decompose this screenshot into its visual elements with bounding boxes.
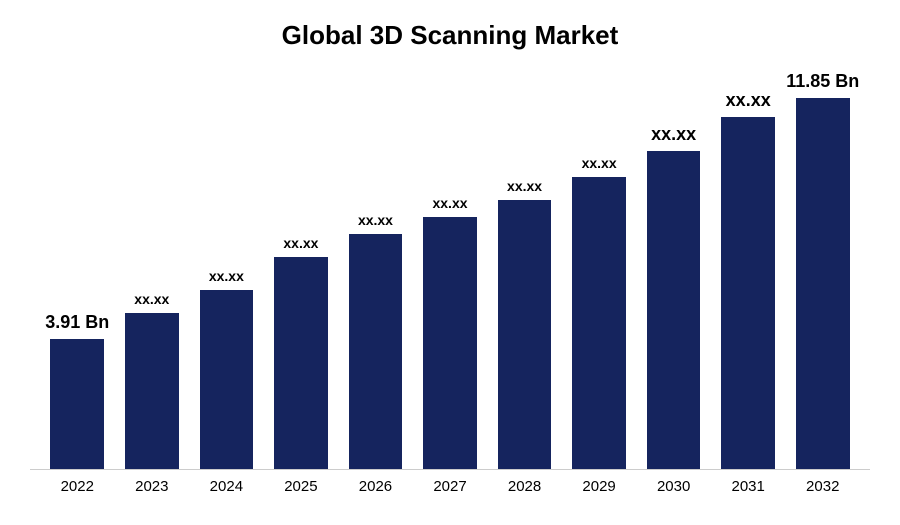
bar-group: xx.xx — [115, 71, 190, 469]
chart-container: Global 3D Scanning Market 3.91 Bn xx.xx xx… — [0, 0, 900, 525]
bar-value-label: xx.xx — [726, 90, 771, 111]
bar-group: xx.xx — [413, 71, 488, 469]
chart-title: Global 3D Scanning Market — [30, 20, 870, 51]
bar — [647, 151, 701, 469]
bar-value-label: xx.xx — [582, 155, 617, 171]
x-axis-label: 2024 — [189, 478, 264, 495]
x-axis-label: 2032 — [785, 478, 860, 495]
bar-group: xx.xx — [562, 71, 637, 469]
bar-group: xx.xx — [487, 71, 562, 469]
bar-value-label: xx.xx — [432, 195, 467, 211]
bar — [274, 257, 328, 469]
bar — [349, 234, 403, 469]
bar-value-label: 3.91 Bn — [45, 312, 109, 333]
bar-value-label: xx.xx — [358, 212, 393, 228]
bar-group: xx.xx — [189, 71, 264, 469]
bar — [721, 117, 775, 469]
x-axis: 2022202320242025202620272028202920302031… — [30, 470, 870, 495]
bar-value-label: xx.xx — [134, 291, 169, 307]
x-axis-label: 2028 — [487, 478, 562, 495]
bar-group: xx.xx — [338, 71, 413, 469]
plot-area: 3.91 Bn xx.xx xx.xx xx.xx xx.xx xx.xx xx.xx xx.… — [30, 71, 870, 470]
bar — [200, 290, 254, 469]
bar-group: xx.xx — [711, 71, 786, 469]
x-axis-label: 2031 — [711, 478, 786, 495]
x-axis-label: 2027 — [413, 478, 488, 495]
bar — [50, 339, 104, 469]
bar — [125, 313, 179, 469]
bar-value-label: xx.xx — [283, 235, 318, 251]
bar-value-label: xx.xx — [209, 268, 244, 284]
x-axis-label: 2023 — [115, 478, 190, 495]
x-axis-label: 2025 — [264, 478, 339, 495]
bar-group: 11.85 Bn — [785, 71, 860, 469]
bar-group: xx.xx — [264, 71, 339, 469]
bar-group: xx.xx — [636, 71, 711, 469]
x-axis-label: 2029 — [562, 478, 637, 495]
bar — [423, 217, 477, 469]
x-axis-label: 2030 — [636, 478, 711, 495]
bar-value-label: xx.xx — [651, 124, 696, 145]
bar-value-label: xx.xx — [507, 178, 542, 194]
x-axis-label: 2022 — [40, 478, 115, 495]
x-axis-label: 2026 — [338, 478, 413, 495]
bar — [498, 200, 552, 469]
bar-value-label: 11.85 Bn — [786, 71, 859, 92]
bar — [572, 177, 626, 469]
bar-group: 3.91 Bn — [40, 71, 115, 469]
bar — [796, 98, 850, 469]
